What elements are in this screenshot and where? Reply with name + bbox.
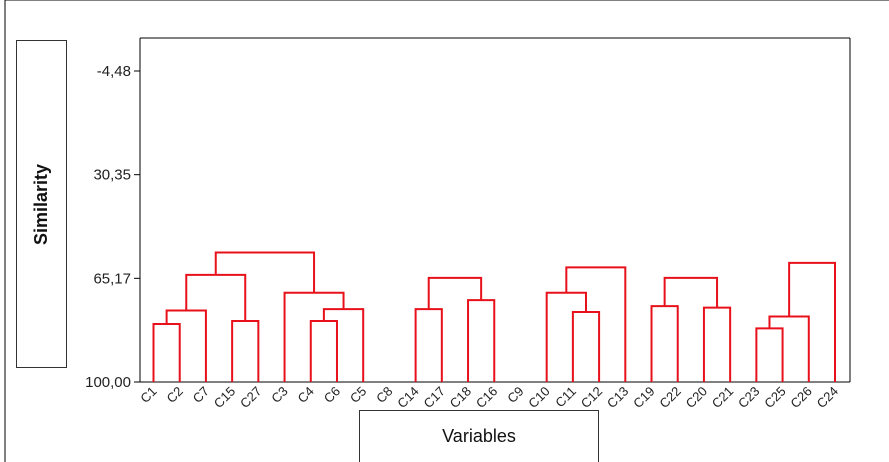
leaf-label: C16 xyxy=(473,384,500,411)
y-axis-title: Similarity xyxy=(31,163,52,245)
leaf-label: C4 xyxy=(295,384,317,406)
dendrogram-link xyxy=(571,311,601,382)
leaf-label: C12 xyxy=(578,384,605,411)
dendrogram-link xyxy=(309,319,338,382)
leaf-label: C18 xyxy=(447,384,474,411)
leaf-label: C7 xyxy=(190,384,212,406)
leaf-label: C9 xyxy=(504,384,526,406)
dendrogram-link xyxy=(565,266,627,382)
y-tick-label: 65,17 xyxy=(93,270,131,287)
dendrogram-link xyxy=(185,273,247,321)
leaf-label: C19 xyxy=(630,384,657,411)
leaf-label: C11 xyxy=(552,384,579,411)
leaf-label: C27 xyxy=(237,384,264,411)
y-tick-label: 30,35 xyxy=(93,167,131,184)
leaf-label: C17 xyxy=(420,384,447,411)
leaf-label: C24 xyxy=(814,384,841,411)
y-tick-label: -4,48 xyxy=(97,63,131,80)
leaf-label: C10 xyxy=(525,384,552,411)
dendrogram-link xyxy=(663,276,719,308)
y-tick-label: 100,00 xyxy=(85,374,131,391)
x-axis-title-box: Variables xyxy=(359,410,599,462)
dendrogram-link xyxy=(788,261,836,382)
leaf-label: C13 xyxy=(604,384,631,411)
dendrogram-link xyxy=(702,306,732,382)
leaf-label: C8 xyxy=(373,384,395,406)
leaf-label: C25 xyxy=(761,384,788,411)
y-axis-title-box: Similarity xyxy=(16,40,67,368)
y-axis-ticks: -4,48 30,35 65,17 100,00 xyxy=(85,63,140,391)
leaf-label: C20 xyxy=(683,384,710,411)
dendrogram-link xyxy=(427,276,483,310)
leaf-label: C23 xyxy=(735,384,762,411)
leaf-label: C5 xyxy=(347,384,369,406)
dendrogram-link xyxy=(283,291,345,382)
leaf-label: C15 xyxy=(211,384,238,411)
dendrogram-link xyxy=(231,319,260,382)
leaf-label: C1 xyxy=(137,384,159,406)
leaf-label: C3 xyxy=(268,384,290,406)
leaf-label: C22 xyxy=(656,384,683,411)
dendrogram-link xyxy=(650,305,679,382)
leaf-label: C2 xyxy=(163,384,185,406)
dendrogram-branches xyxy=(152,251,836,382)
leaf-label: C6 xyxy=(321,384,343,406)
dendrogram-link xyxy=(545,291,587,382)
leaf-label: C26 xyxy=(787,384,814,411)
leaf-label: C21 xyxy=(709,384,736,411)
leaf-label: C14 xyxy=(394,384,421,411)
dendrogram-link xyxy=(214,251,316,293)
dendrogram-link xyxy=(768,315,810,382)
x-axis-title: Variables xyxy=(442,426,516,446)
